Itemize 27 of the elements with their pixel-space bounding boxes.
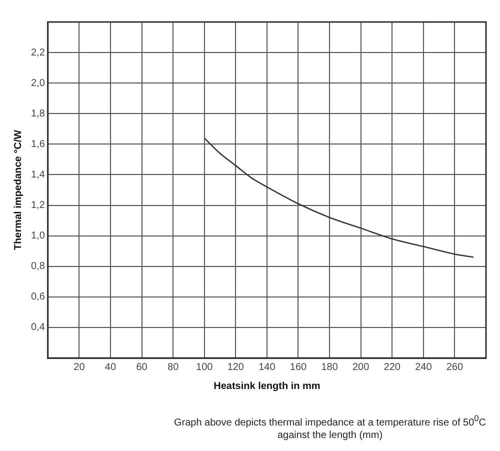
text: Graph above depicts thermal impedance at a temperature rise of 50$^{0}$C against the length (mm) bbox=[174, 413, 486, 442]
y-tick-label: 2,2 bbox=[30, 47, 46, 58]
line-series bbox=[204, 137, 474, 258]
x-tick-label: 160 bbox=[290, 362, 308, 373]
y-tick-label: 1,0 bbox=[30, 230, 46, 242]
x-tick-label: 140 bbox=[258, 362, 276, 373]
y-tick-label: 1,8 bbox=[30, 108, 46, 120]
y-tick-label: 0,4 bbox=[30, 322, 46, 334]
y-axis-title: Thermal impedance °C/W bbox=[12, 129, 24, 250]
y-tick-label: 2,0 bbox=[30, 78, 46, 89]
x-tick-label: 240 bbox=[415, 362, 432, 373]
x-tick-label: 220 bbox=[384, 362, 401, 373]
x-tick-label: 20 bbox=[74, 362, 86, 373]
x-tick-label: 40 bbox=[104, 362, 116, 373]
x-axis-title: Heatsink length in mm bbox=[214, 380, 320, 392]
x-tick-label: 120 bbox=[227, 362, 244, 373]
x-tick-label: 200 bbox=[352, 362, 370, 373]
y-tick-label: 1,2 bbox=[30, 200, 46, 212]
y-tick-label: 0,6 bbox=[30, 292, 46, 303]
x-tick-label: 260 bbox=[446, 362, 464, 373]
x-tick-label: 180 bbox=[321, 362, 338, 373]
x-tick-label: 60 bbox=[136, 362, 148, 373]
x-tick-label: 80 bbox=[168, 362, 180, 373]
y-tick-label: 1,6 bbox=[30, 138, 46, 150]
y-tick-label: 1,4 bbox=[30, 169, 46, 180]
y-tick-label: 0,8 bbox=[30, 261, 46, 272]
x-tick-label: 100 bbox=[196, 362, 214, 373]
